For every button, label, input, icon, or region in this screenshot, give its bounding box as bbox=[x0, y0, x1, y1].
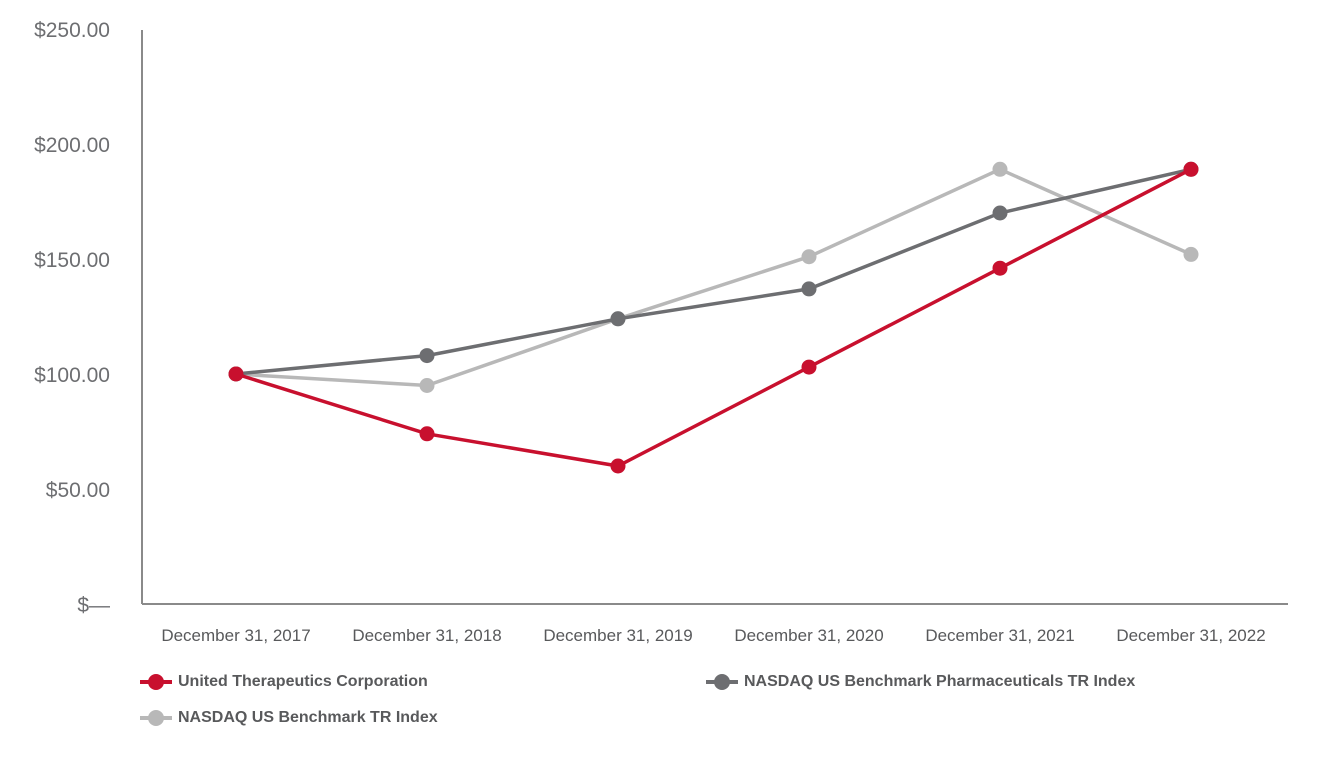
legend-swatch-pharma bbox=[706, 674, 738, 690]
series-line bbox=[235, 167, 1192, 468]
legend-label: NASDAQ US Benchmark TR Index bbox=[178, 709, 438, 726]
series-line bbox=[235, 167, 1192, 388]
data-point bbox=[419, 378, 435, 393]
y-tick-label: $200.00 bbox=[34, 134, 110, 157]
data-point bbox=[610, 458, 626, 474]
x-tick-label: December 31, 2020 bbox=[734, 626, 883, 645]
y-tick-label: $— bbox=[77, 594, 110, 617]
x-tick-label: December 31, 2018 bbox=[352, 626, 501, 645]
legend-swatch-benchmark bbox=[140, 710, 172, 726]
data-point bbox=[992, 260, 1008, 276]
data-point bbox=[801, 249, 817, 265]
y-tick-label: $50.00 bbox=[46, 479, 110, 502]
legend-item-uthr: United Therapeutics Corporation bbox=[140, 673, 428, 691]
data-point bbox=[801, 359, 817, 375]
x-tick-label: December 31, 2019 bbox=[543, 626, 692, 645]
legend-item-benchmark: NASDAQ US Benchmark TR Index bbox=[140, 709, 438, 727]
data-point bbox=[801, 281, 817, 297]
y-tick-label: $100.00 bbox=[34, 364, 110, 387]
data-point bbox=[1183, 246, 1199, 262]
x-tick-label: December 31, 2022 bbox=[1116, 626, 1265, 645]
data-point bbox=[610, 311, 626, 327]
series-line bbox=[235, 167, 1192, 376]
data-point bbox=[992, 205, 1008, 221]
y-tick-label: $150.00 bbox=[34, 249, 110, 272]
x-tick-label: December 31, 2021 bbox=[925, 626, 1074, 645]
legend-label: NASDAQ US Benchmark Pharmaceuticals TR I… bbox=[744, 673, 1136, 690]
data-point bbox=[419, 348, 435, 364]
data-point bbox=[992, 161, 1008, 177]
legend-swatch-uthr bbox=[140, 674, 172, 690]
data-point bbox=[1183, 161, 1199, 177]
y-tick-label: $250.00 bbox=[34, 19, 110, 42]
legend-label: United Therapeutics Corporation bbox=[178, 673, 428, 690]
legend-item-pharma: NASDAQ US Benchmark Pharmaceuticals TR I… bbox=[706, 673, 1135, 691]
x-tick-label: December 31, 2017 bbox=[161, 626, 310, 645]
data-point bbox=[228, 366, 244, 382]
data-point bbox=[419, 426, 435, 442]
